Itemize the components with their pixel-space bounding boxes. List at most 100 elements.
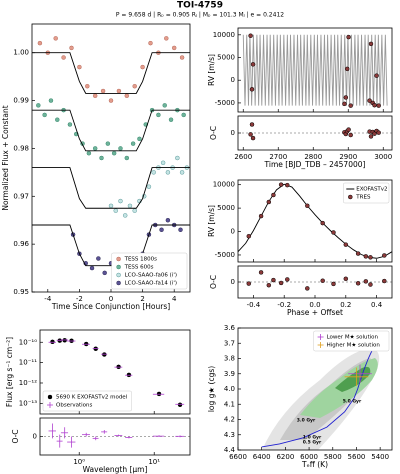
data-point <box>42 112 47 118</box>
data-point <box>108 203 114 209</box>
data-point <box>320 220 325 226</box>
data-point <box>249 87 255 92</box>
model-line <box>261 343 376 448</box>
data-point <box>159 227 164 233</box>
legend-swatch <box>116 264 121 270</box>
y-tick-label: -5000 <box>215 99 235 107</box>
plot-frame <box>31 23 191 293</box>
y-tick-label: 0.97 <box>13 192 29 200</box>
data-point <box>86 150 92 156</box>
data-point <box>111 150 117 156</box>
data-point <box>175 155 180 161</box>
y-axis-label: RV [m/s] <box>207 205 216 237</box>
data-point <box>132 83 137 89</box>
x-tick-label: -2 <box>76 295 83 303</box>
data-point <box>36 103 41 108</box>
x-tick-label: 2 <box>140 295 144 303</box>
x-tick-label: -0.2 <box>277 301 291 309</box>
data-point <box>382 253 387 258</box>
model-line <box>32 167 190 209</box>
data-point <box>285 277 290 282</box>
y-tick-label: 0 <box>33 433 37 441</box>
data-point <box>248 33 253 38</box>
data-point <box>363 254 369 259</box>
data-point <box>343 276 349 282</box>
data-point <box>374 73 379 78</box>
y-axis-label: RV [m/s] <box>207 54 216 86</box>
data-point <box>246 281 252 286</box>
plot-area <box>32 24 190 292</box>
y-tick-label: 3.6 <box>224 324 236 332</box>
legend-label: Observations <box>56 403 92 409</box>
x-tick-label: 5400 <box>371 453 389 461</box>
plot-frame <box>39 417 191 456</box>
data-point <box>305 286 310 291</box>
y-tick-label: 4.4 <box>224 446 236 454</box>
data-point <box>372 102 377 108</box>
data-point <box>250 135 256 141</box>
x-tick-label: 0.2 <box>340 301 351 309</box>
x-tick-label: 0.0 <box>309 301 320 309</box>
data-point <box>271 192 276 198</box>
data-point <box>156 112 161 118</box>
x-tick-label: 6600 <box>229 453 247 461</box>
data-point <box>55 117 60 122</box>
y-axis-label: log g★ (cgs) <box>207 366 216 412</box>
data-point <box>99 155 104 161</box>
data-point <box>266 199 272 205</box>
y-tick-label: 10⁻¹⁰ <box>19 338 37 346</box>
x-tick-label: 2900 <box>339 153 357 161</box>
data-point <box>53 36 58 41</box>
data-point <box>168 117 174 122</box>
legend-label: TRES <box>355 195 371 201</box>
data-point <box>140 64 145 70</box>
data-point <box>178 227 183 233</box>
data-point <box>146 184 152 189</box>
x-tick-label: 2800 <box>304 153 322 161</box>
legend-swatch <box>348 194 353 200</box>
y-tick-label: 10⁻¹¹ <box>19 359 37 367</box>
y-tick-label: 0.98 <box>13 144 29 152</box>
x-tick-label: 2700 <box>269 153 287 161</box>
y-tick-label: 0.99 <box>13 97 29 105</box>
data-point <box>48 98 54 103</box>
data-point <box>165 217 171 223</box>
data-point <box>77 64 82 70</box>
data-point <box>69 45 74 51</box>
y-tick-label: 3.7 <box>224 339 235 347</box>
y-tick-label: 5000 <box>217 54 235 62</box>
x-tick-label: 6000 <box>300 453 318 461</box>
data-point <box>164 36 169 41</box>
data-point <box>122 213 128 218</box>
data-point <box>367 98 372 103</box>
data-point <box>348 132 353 138</box>
data-point <box>376 103 381 108</box>
y-tick-label: 4.2 <box>224 416 235 424</box>
data-point <box>148 40 153 46</box>
data-point <box>179 170 185 175</box>
data-point <box>132 208 137 213</box>
data-point <box>285 182 290 188</box>
data-point <box>382 278 387 284</box>
data-point <box>92 146 98 151</box>
data-point <box>355 281 361 286</box>
data-point <box>368 282 373 287</box>
legend-label: EXOFASTv2 <box>356 187 387 193</box>
plot-frame <box>237 265 393 299</box>
y-tick-label: 0 <box>231 278 235 286</box>
data-point <box>160 160 166 166</box>
data-point <box>116 88 122 94</box>
x-tick-label: 0.4 <box>371 301 383 309</box>
legend-box <box>111 252 188 290</box>
residual-y-label: O-C <box>11 429 20 443</box>
data-point <box>331 281 336 287</box>
data-point <box>342 101 347 107</box>
model-line <box>32 224 190 267</box>
data-point <box>271 277 276 283</box>
x-tick-label: 3000 <box>374 153 392 161</box>
data-point <box>250 62 256 67</box>
model-line <box>242 34 388 106</box>
data-point <box>118 198 123 204</box>
legend-label: TESS 1800s <box>124 257 158 263</box>
x-tick-label: 2600 <box>234 153 252 161</box>
